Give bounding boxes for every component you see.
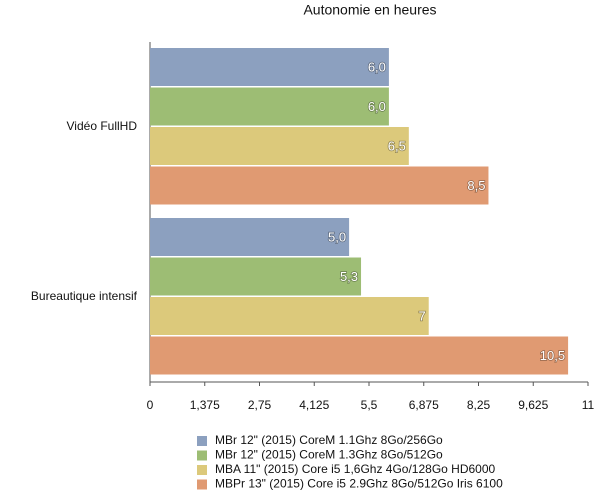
x-tick-label: 11 [582, 398, 595, 412]
legend-swatch [197, 436, 207, 446]
value-label: 5,0 [328, 229, 346, 244]
x-tick-label: 0 [147, 398, 154, 412]
value-label: 8,5 [467, 178, 485, 193]
x-tick-label: 6,875 [409, 398, 439, 412]
value-label: 7 [418, 308, 425, 323]
value-label: 6,0 [368, 59, 386, 74]
value-label: 6,5 [388, 138, 406, 153]
bar [150, 297, 429, 335]
legend-label: MBPr 13" (2015) Core i5 2.9Ghz 8Go/512Go… [215, 477, 503, 491]
bar [150, 257, 362, 296]
chart-title: Autonomie en heures [303, 2, 436, 18]
x-tick-label: 9,625 [518, 398, 548, 412]
legend-swatch [197, 479, 207, 490]
x-tick-label: 5,5 [361, 398, 378, 412]
bar [150, 336, 569, 375]
x-tick-label: 2,75 [248, 398, 272, 412]
bar [150, 166, 489, 205]
category-label: Bureautique intensif [31, 289, 138, 303]
x-tick-label: 1,375 [190, 398, 220, 412]
value-label: 5,3 [340, 269, 358, 284]
legend-label: MBA 11" (2015) Core i5 1,6Ghz 4Go/128Go … [215, 462, 496, 476]
value-label: 6,0 [368, 99, 386, 114]
bar [150, 48, 389, 86]
legend-swatch [197, 465, 207, 475]
legend-swatch [197, 450, 207, 461]
category-label: Vidéo FullHD [67, 119, 138, 133]
bar [150, 127, 409, 165]
value-label: 10,5 [540, 348, 565, 363]
legend-label: MBr 12" (2015) CoreM 1.3Ghz 8Go/512Go [215, 448, 443, 462]
legend-label: MBr 12" (2015) CoreM 1.1Ghz 8Go/256Go [215, 433, 443, 447]
bar [150, 87, 389, 126]
x-tick-label: 8,25 [467, 398, 491, 412]
x-tick-label: 4,125 [299, 398, 329, 412]
bar [150, 218, 350, 256]
